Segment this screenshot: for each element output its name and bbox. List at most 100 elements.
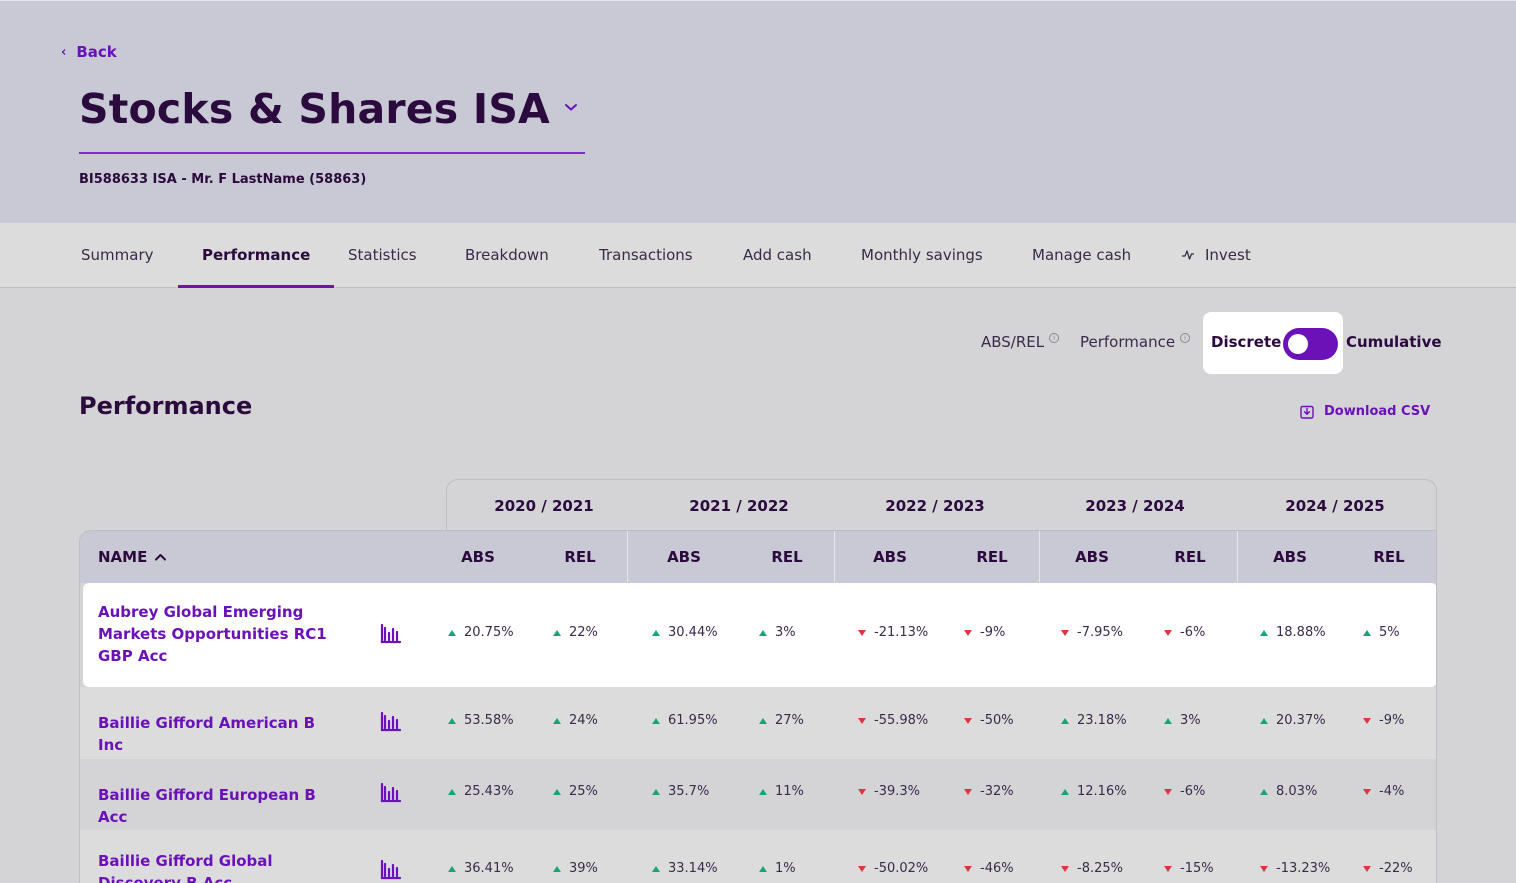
triangle-up-icon	[652, 629, 660, 636]
tab-statistics[interactable]: Statistics	[348, 223, 417, 287]
triangle-up-icon	[1061, 788, 1069, 795]
tab-label: Add cash	[743, 246, 812, 264]
value-text: -55.98%	[874, 713, 929, 728]
name-header-label: NAME	[98, 548, 148, 566]
table-row[interactable]: Baillie Gifford Global Discovery B Acc 36…	[80, 830, 1436, 883]
rel-value: -6%	[1164, 625, 1205, 640]
triangle-down-icon	[1363, 788, 1371, 795]
tab-label: Invest	[1205, 246, 1251, 264]
value-text: 20.37%	[1276, 713, 1326, 728]
rel-value: 1%	[759, 861, 796, 876]
tab-breakdown[interactable]: Breakdown	[465, 223, 549, 287]
triangle-up-icon	[448, 865, 456, 872]
year-header-cell: 2024 / 2025	[1285, 497, 1385, 515]
fund-name-link[interactable]: Aubrey Global Emerging Markets Opportuni…	[98, 603, 327, 665]
value-text: 20.75%	[464, 625, 514, 640]
year-header-cell: 2020 / 2021	[494, 497, 594, 515]
value-text: 11%	[775, 784, 804, 799]
triangle-up-icon	[448, 788, 456, 795]
table-header: NAME ABS REL ABS REL ABS REL ABS REL ABS REL	[80, 531, 1436, 583]
value-text: -4%	[1379, 784, 1405, 799]
triangle-down-icon	[964, 788, 972, 795]
abs-column-header: ABS	[667, 548, 701, 566]
rel-value: -9%	[1363, 713, 1404, 728]
triangle-up-icon	[553, 865, 561, 872]
triangle-up-icon	[553, 788, 561, 795]
tab-label: Statistics	[348, 246, 417, 264]
rel-value: -32%	[964, 784, 1014, 799]
performance-label: Performance	[1080, 333, 1176, 351]
triangle-down-icon	[1164, 788, 1172, 795]
abs-value: -50.02%	[858, 861, 928, 876]
performance-info[interactable]: Performance i	[1080, 333, 1191, 351]
toggle-discrete-label: Discrete	[1211, 333, 1282, 351]
value-text: 18.88%	[1276, 625, 1326, 640]
tab-add-cash[interactable]: Add cash	[743, 223, 812, 287]
abs-value: -21.13%	[858, 625, 928, 640]
fund-name-link[interactable]: Baillie Gifford European B Acc	[98, 786, 316, 826]
fund-name-link[interactable]: Baillie Gifford American B Inc	[98, 714, 316, 754]
triangle-up-icon	[448, 717, 456, 724]
table-row[interactable]: Baillie Gifford American B Inc 53.58% 24% 6…	[80, 687, 1436, 759]
bar-chart-icon[interactable]	[380, 712, 402, 732]
account-selector[interactable]: Stocks & Shares ISA	[79, 85, 585, 154]
info-icon[interactable]: i	[1049, 333, 1060, 343]
tab-label: Transactions	[599, 246, 693, 264]
abs-value: 61.95%	[652, 713, 718, 728]
bar-chart-icon[interactable]	[380, 783, 402, 803]
year-header-cell: 2021 / 2022	[689, 497, 789, 515]
triangle-down-icon	[964, 629, 972, 636]
abs-value: 36.41%	[448, 861, 514, 876]
download-csv-button[interactable]: Download CSV	[1300, 404, 1430, 419]
abs-value: -39.3%	[858, 784, 920, 799]
triangle-down-icon	[858, 788, 866, 795]
tab-summary[interactable]: Summary	[81, 223, 154, 287]
rel-value: 25%	[553, 784, 598, 799]
tab-transactions[interactable]: Transactions	[599, 223, 693, 287]
value-text: -13.23%	[1276, 861, 1331, 876]
bar-chart-icon[interactable]	[380, 860, 402, 880]
value-text: 39%	[569, 861, 598, 876]
abs-rel-label: ABS/REL	[981, 333, 1045, 351]
fund-name-link[interactable]: Baillie Gifford Global Discovery B Acc	[98, 852, 273, 883]
rel-value: 27%	[759, 713, 804, 728]
tab-performance[interactable]: Performance	[177, 223, 335, 288]
value-text: -6%	[1180, 784, 1206, 799]
triangle-up-icon	[1164, 717, 1172, 724]
chevron-down-icon[interactable]	[563, 99, 579, 115]
back-link[interactable]: ‹ Back	[61, 43, 117, 61]
table-row[interactable]: Baillie Gifford European B Acc 25.43% 25% 3…	[80, 759, 1436, 830]
value-text: -32%	[980, 784, 1014, 799]
abs-value: 20.37%	[1260, 713, 1326, 728]
triangle-up-icon	[1260, 629, 1268, 636]
abs-column-header: ABS	[1273, 548, 1307, 566]
rel-column-header: REL	[1373, 548, 1405, 566]
triangle-up-icon	[553, 717, 561, 724]
value-text: -15%	[1180, 861, 1214, 876]
value-text: 27%	[775, 713, 804, 728]
value-text: -39.3%	[874, 784, 920, 799]
abs-value: 8.03%	[1260, 784, 1317, 799]
tab-label: Summary	[81, 246, 154, 264]
abs-value: -55.98%	[858, 713, 928, 728]
triangle-up-icon	[1061, 717, 1069, 724]
name-column-header[interactable]: NAME	[98, 531, 167, 583]
info-icon[interactable]: i	[1180, 333, 1191, 343]
bar-chart-icon[interactable]	[380, 624, 402, 644]
table-row[interactable]: Aubrey Global Emerging Markets Opportuni…	[83, 583, 1436, 687]
tab-invest[interactable]: Invest	[1181, 223, 1251, 287]
column-divider	[1039, 531, 1040, 583]
tab-label: Breakdown	[465, 246, 549, 264]
tab-label: Monthly savings	[861, 246, 983, 264]
triangle-down-icon	[858, 629, 866, 636]
tab-bar: Summary Performance Statistics Breakdown Tra…	[0, 223, 1516, 288]
triangle-up-icon	[553, 629, 561, 636]
tab-monthly-savings[interactable]: Monthly savings	[861, 223, 983, 287]
rel-value: 3%	[1164, 713, 1201, 728]
tab-manage-cash[interactable]: Manage cash	[1032, 223, 1131, 287]
rel-value: 39%	[553, 861, 598, 876]
discrete-cumulative-toggle[interactable]	[1283, 328, 1338, 360]
abs-rel-info[interactable]: ABS/REL i	[981, 333, 1060, 351]
year-header-cell: 2023 / 2024	[1085, 497, 1185, 515]
abs-value: -7.95%	[1061, 625, 1123, 640]
